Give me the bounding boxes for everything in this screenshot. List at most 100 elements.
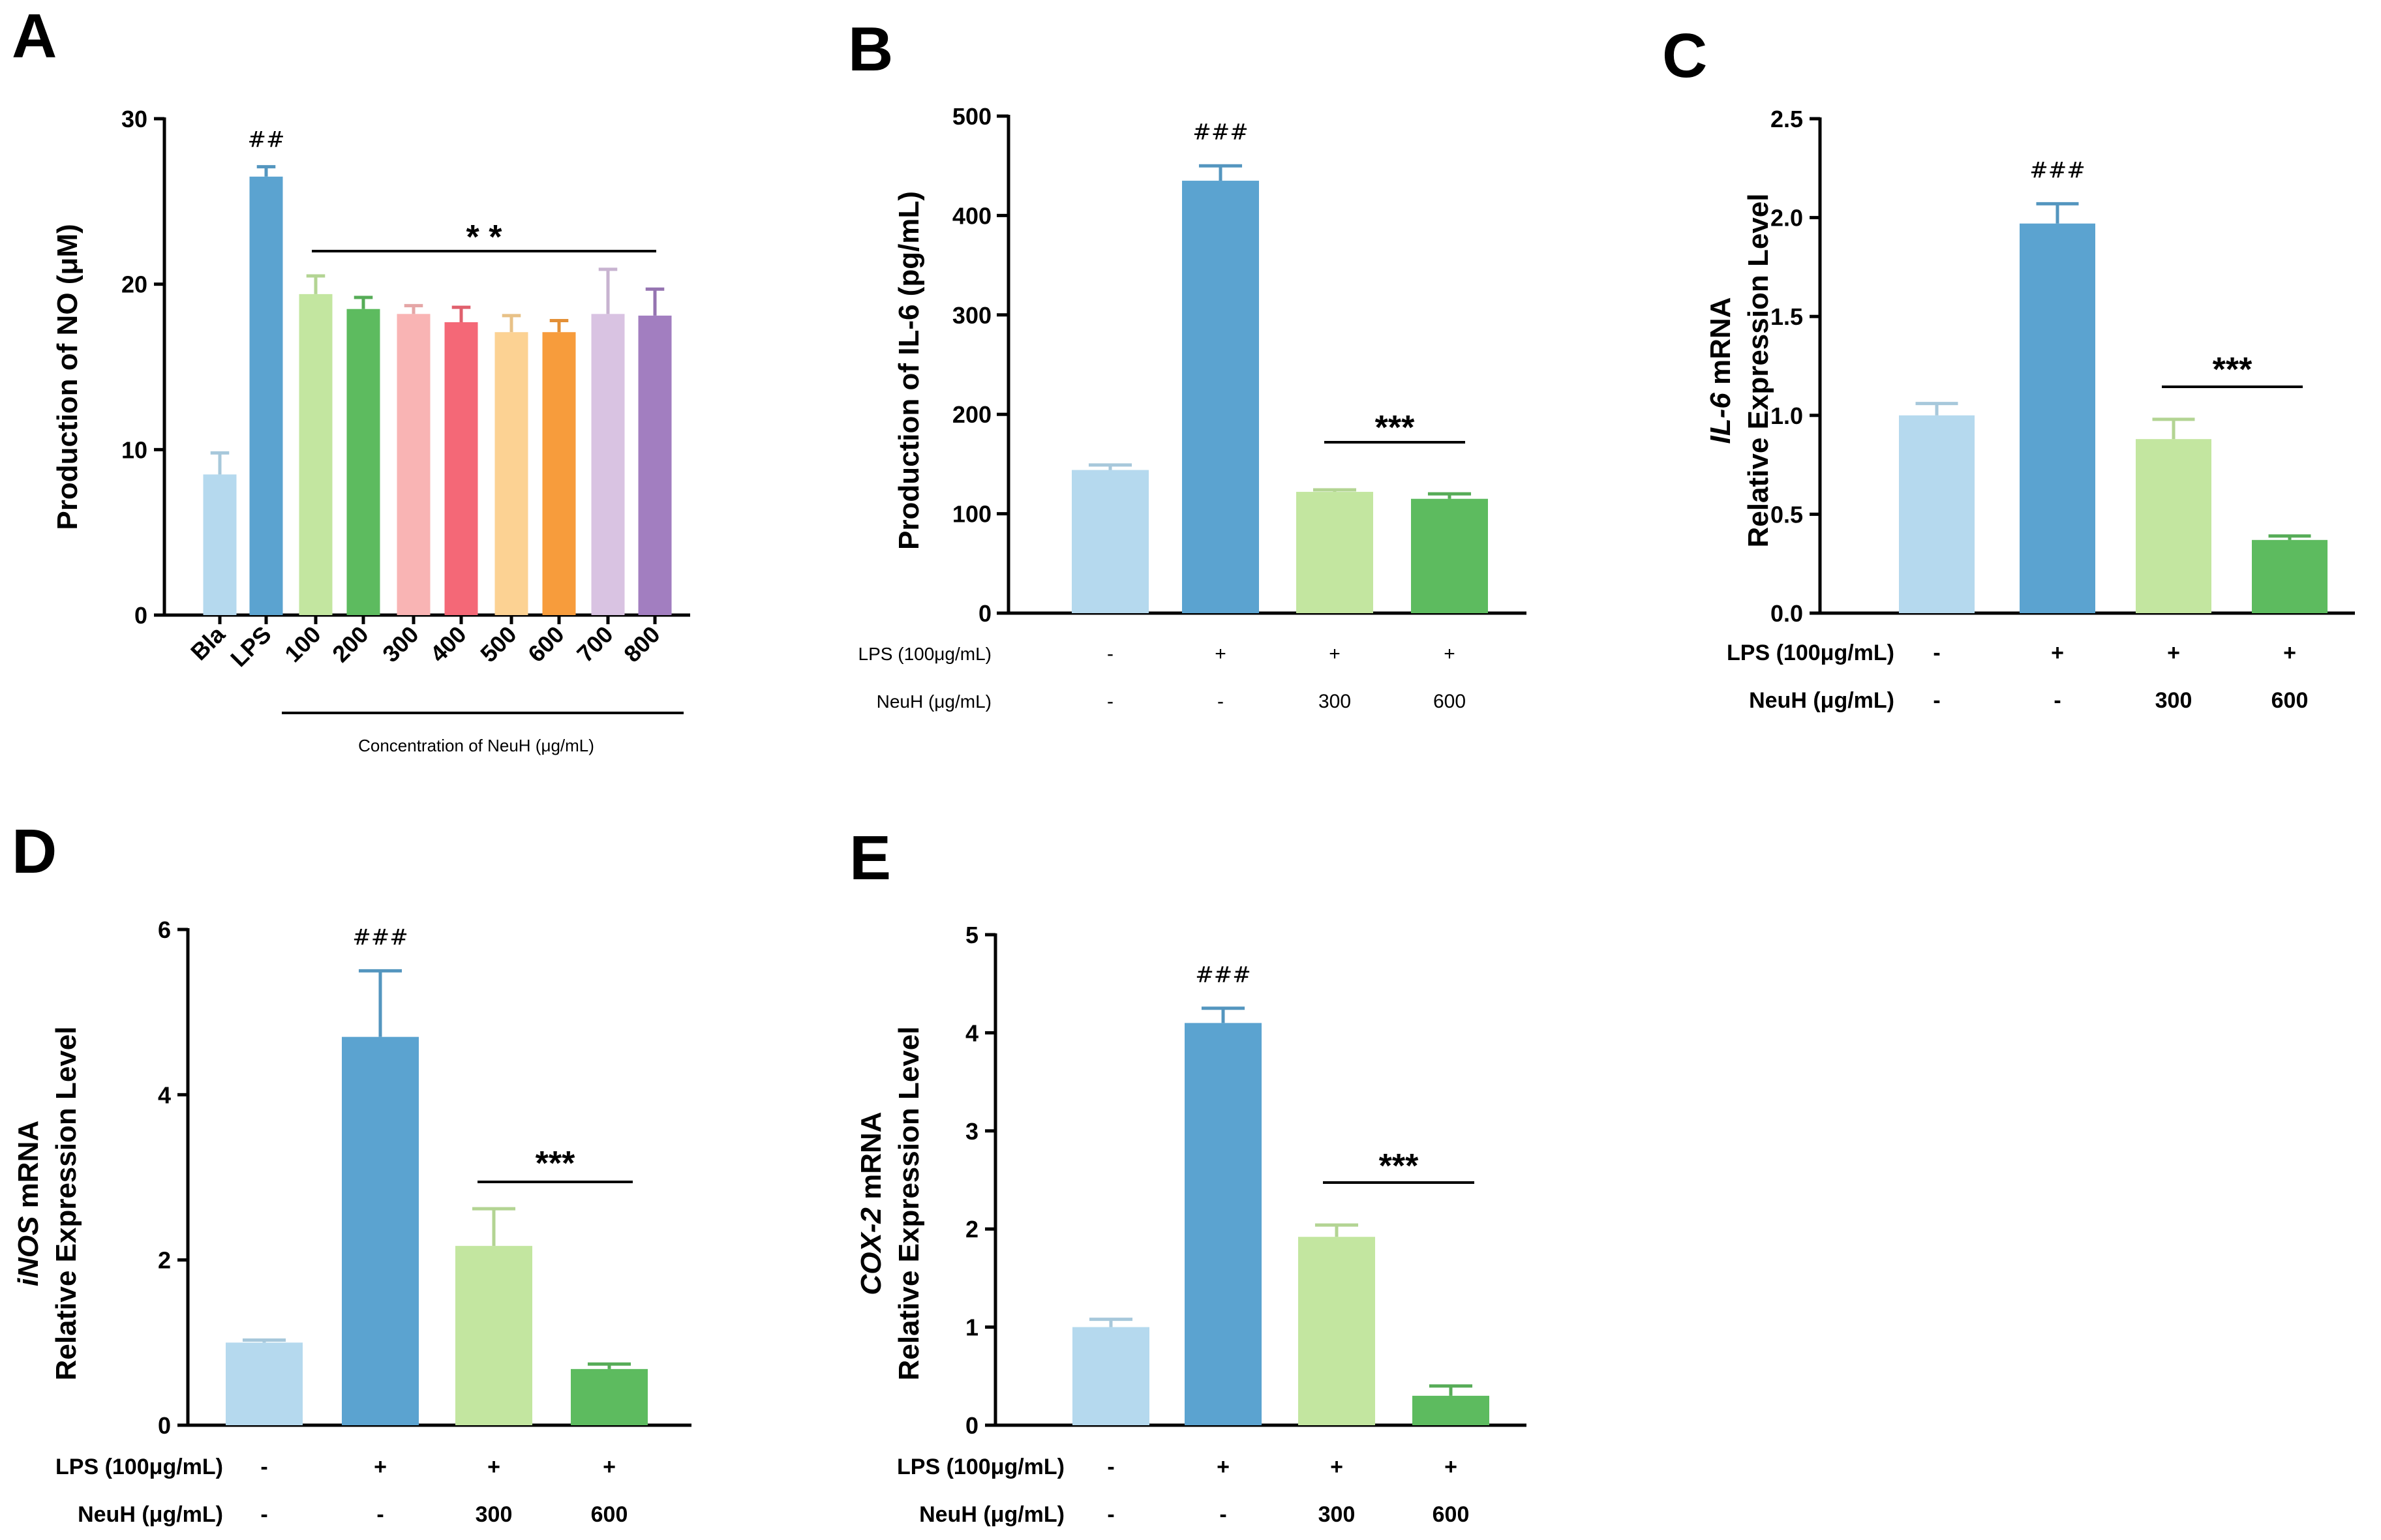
panel-e-bar xyxy=(1298,1237,1375,1425)
panel-b-bar xyxy=(1411,498,1488,613)
panel-b-lps-row-label: LPS (100μg/mL) xyxy=(858,644,992,664)
panel-c-lps-value: - xyxy=(1933,641,1940,665)
panel-b-bar xyxy=(1296,492,1373,613)
panel-d-significance-stars: *** xyxy=(536,1145,575,1183)
panel-a-bar xyxy=(299,294,333,615)
panel-a-bar xyxy=(638,315,672,615)
panel-c-y-tick-label: 1.0 xyxy=(1770,402,1803,429)
panel-a-bar xyxy=(346,309,380,615)
panel-e-cox2-mrna-chart: E COX-2 mRNA Relative Expression Level 0… xyxy=(849,823,1526,1527)
panel-e-y-tick-label: 0 xyxy=(965,1412,978,1439)
panel-e-letter: E xyxy=(849,823,891,893)
panel-e-lps-row-label: LPS (100μg/mL) xyxy=(897,1455,1065,1479)
panel-b-neuh-value: 600 xyxy=(1433,691,1466,712)
panel-e-neuh-value: 600 xyxy=(1433,1502,1470,1527)
panel-e-y-tick-label: 1 xyxy=(965,1314,978,1341)
panel-d-y-tick-label: 6 xyxy=(158,916,171,943)
panel-c-lps-row-label: LPS (100μg/mL) xyxy=(1727,641,1894,665)
panel-d-lps-value: + xyxy=(603,1455,616,1479)
panel-c-bar xyxy=(2136,439,2211,613)
panel-e-bar xyxy=(1412,1395,1489,1425)
panel-d-y-axis-suffix: mRNA xyxy=(12,1121,44,1216)
panel-b-significance-stars: *** xyxy=(1375,409,1415,447)
panel-c-bar xyxy=(2020,223,2095,613)
panel-e-lps-value: - xyxy=(1107,1455,1114,1479)
panel-b-il6-production-chart: B Production of IL-6 (pg/mL) 0 100 200 300 4… xyxy=(848,14,1526,712)
panel-a-significance-hash: ## xyxy=(248,127,285,153)
panel-e-lps-value: + xyxy=(1330,1455,1343,1479)
panel-c-letter: C xyxy=(1662,21,1707,91)
panel-d-y-axis-title: iNOS mRNA xyxy=(12,1121,44,1286)
panel-d-neuh-value: - xyxy=(376,1502,384,1527)
panel-e-bar xyxy=(1185,1023,1262,1425)
panel-a-bar xyxy=(249,176,283,615)
panel-a-x-tick-label: 400 xyxy=(425,621,471,667)
panel-a-x-tick-label: 300 xyxy=(377,621,423,667)
panel-c-y-tick-label: 2.5 xyxy=(1770,106,1803,132)
panel-b-neuh-value: - xyxy=(1217,691,1224,712)
panel-b-y-tick-label: 200 xyxy=(952,401,992,428)
panel-c-bar xyxy=(2252,539,2328,613)
panel-b-y-tick-label: 300 xyxy=(952,302,992,329)
panel-c-neuh-value: - xyxy=(2054,688,2061,713)
panel-d-bar xyxy=(342,1036,419,1425)
panel-b-y-tick-label: 500 xyxy=(952,103,992,130)
panel-d-bar xyxy=(571,1368,648,1425)
panel-d-lps-value: + xyxy=(487,1455,500,1479)
panel-a-significance-stars: * * xyxy=(466,219,503,256)
panel-a-bar xyxy=(444,322,478,615)
panel-e-y-tick-label: 3 xyxy=(965,1118,978,1145)
panel-a-y-tick-label: 20 xyxy=(121,271,147,298)
panel-d-neuh-value: 300 xyxy=(476,1502,513,1527)
panel-d-letter: D xyxy=(12,817,57,886)
panel-b-neuh-value: 300 xyxy=(1318,691,1351,712)
panel-c-bar xyxy=(1899,415,1975,613)
panel-d-lps-value: - xyxy=(260,1455,267,1479)
panel-a-x-tick-label: Bla xyxy=(185,620,230,665)
panel-a-x-tick-label: LPS xyxy=(225,621,276,672)
panel-b-bar xyxy=(1182,181,1259,613)
panel-d-inos-mrna-chart: D iNOS mRNA Relative Expression Level 0 2… xyxy=(12,817,691,1527)
panel-e-neuh-row-label: NeuH (μg/mL) xyxy=(919,1502,1065,1527)
panel-c-neuh-value: 600 xyxy=(2271,688,2309,713)
panel-a-x-tick-label: 700 xyxy=(571,621,618,667)
panel-a-x-tick-label: 100 xyxy=(279,621,326,667)
panel-c-significance-hash: ### xyxy=(2029,157,2085,183)
panel-c-neuh-value: - xyxy=(1933,688,1940,713)
panel-e-neuh-value: - xyxy=(1107,1502,1114,1527)
panel-e-y-axis-title: COX-2 mRNA xyxy=(855,1111,887,1295)
panel-a-y-tick-label: 10 xyxy=(121,436,147,463)
panel-e-significance-hash: ### xyxy=(1195,962,1251,988)
panel-c-y-axis-subtitle: Relative Expression Level xyxy=(1742,194,1774,548)
panel-d-y-tick-label: 4 xyxy=(158,1081,171,1108)
panel-e-lps-value: + xyxy=(1217,1455,1230,1479)
panel-c-gene-name: IL-6 xyxy=(1705,393,1736,444)
panel-c-y-tick-label: 2.0 xyxy=(1770,205,1803,232)
panel-b-y-tick-label: 400 xyxy=(952,202,992,229)
panel-a-bar xyxy=(203,474,237,615)
panel-a-y-axis-title: Production of NO (μM) xyxy=(52,224,83,530)
panel-e-neuh-value: 300 xyxy=(1318,1502,1356,1527)
panel-d-bar xyxy=(226,1342,303,1425)
panel-e-y-tick-label: 5 xyxy=(965,922,978,948)
panel-c-neuh-row-label: NeuH (μg/mL) xyxy=(1749,688,1894,713)
panel-c-y-tick-label: 0.0 xyxy=(1770,600,1803,627)
panel-a-x-tick-label: 200 xyxy=(327,621,373,667)
panel-d-gene-name: iNOS xyxy=(12,1216,44,1287)
panel-d-lps-row-label: LPS (100μg/mL) xyxy=(55,1455,223,1479)
panel-e-bar xyxy=(1072,1327,1149,1425)
panel-e-y-axis-suffix: mRNA xyxy=(855,1111,887,1207)
panel-c-y-axis-title: IL-6 mRNA xyxy=(1705,297,1736,444)
panel-d-neuh-value: 600 xyxy=(591,1502,628,1527)
panel-c-lps-value: + xyxy=(2051,641,2064,665)
panel-c-y-axis-suffix: mRNA xyxy=(1705,297,1736,393)
panel-b-y-tick-label: 0 xyxy=(978,600,992,627)
panel-a-bar xyxy=(494,332,528,615)
panel-e-y-axis-subtitle: Relative Expression Level xyxy=(893,1027,925,1381)
panel-b-lps-value: + xyxy=(1444,643,1455,665)
panel-e-y-tick-label: 4 xyxy=(965,1019,978,1046)
panel-b-y-axis-title: Production of IL-6 (pg/mL) xyxy=(893,191,925,550)
panel-b-significance-hash: ### xyxy=(1192,119,1248,145)
panel-e-y-tick-label: 2 xyxy=(965,1216,978,1243)
